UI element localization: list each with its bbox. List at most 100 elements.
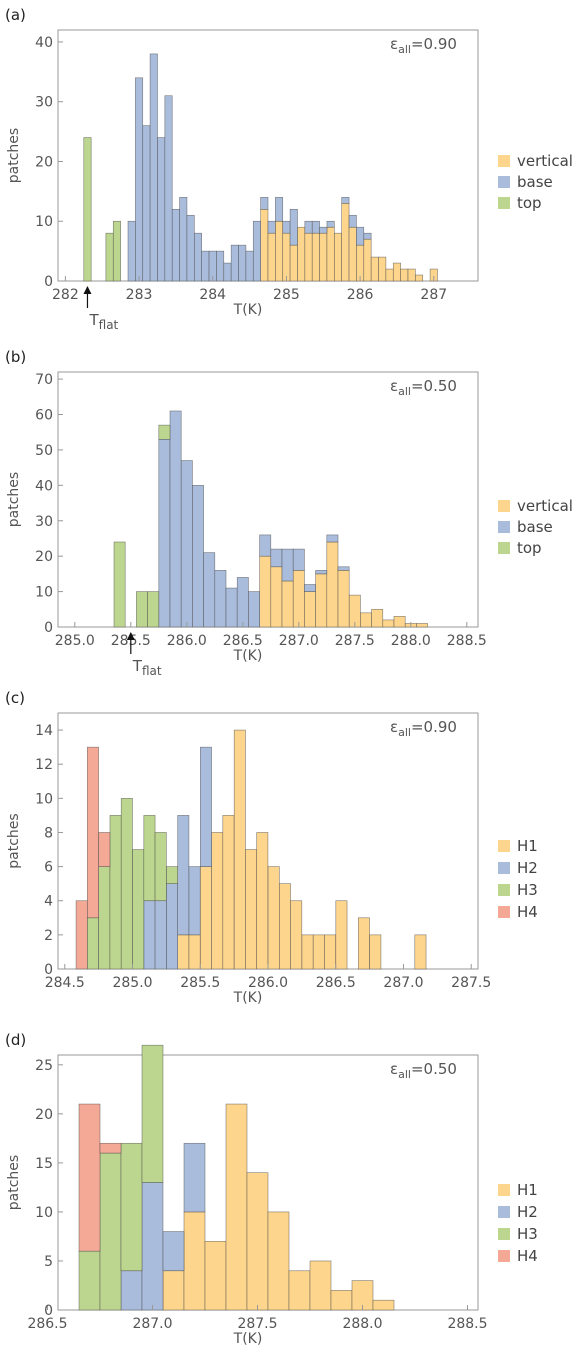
y-tick-label: 4: [44, 894, 53, 910]
y-axis-label: patches: [6, 813, 22, 868]
bar-H1: [369, 934, 382, 970]
bar-H2: [200, 746, 212, 867]
bar-base: [158, 438, 171, 628]
bar-base: [341, 197, 350, 204]
bar-H1: [279, 883, 291, 970]
bar-H1: [245, 849, 257, 970]
x-tick-label: 287.0: [383, 975, 423, 991]
bar-vertical: [356, 244, 365, 282]
bar-vertical: [267, 232, 276, 282]
epsilon-symbol: ε: [390, 718, 398, 736]
legend-label-base: base: [517, 173, 553, 191]
panel-b: (b)285.0 285.5 286.0 286.5 287.0 287.5 288.0 28…: [5, 348, 573, 678]
epsilon-annotation: εall=0.50: [390, 377, 457, 398]
y-tick-label: 60: [35, 408, 53, 424]
bar-H2: [141, 1182, 164, 1311]
bar-H3: [98, 866, 111, 970]
bar-base: [281, 548, 294, 582]
legend-swatch-top: [498, 542, 510, 554]
y-axis-label: patches: [6, 128, 22, 183]
x-tick-label: 286.0: [248, 975, 288, 991]
epsilon-value: =0.50: [411, 377, 457, 395]
x-tick-label: 286.0: [167, 633, 207, 649]
epsilon-subscript: all: [398, 43, 411, 56]
bar-vertical: [260, 208, 269, 282]
tflat-label: Tflat: [132, 657, 162, 678]
epsilon-value: =0.90: [411, 35, 457, 53]
legend-label-H2: H2: [517, 859, 538, 877]
x-tick-label: 286.5: [223, 633, 263, 649]
bar-vertical: [337, 570, 350, 628]
legend-label-H3: H3: [517, 881, 538, 899]
bar-H1: [200, 866, 212, 970]
panel-c: (c) 284.5 285.0 285.5 286.0 286.5 287.0 287.5 0 2…: [5, 689, 538, 1006]
bar-top: [113, 541, 126, 628]
y-tick-label: 12: [35, 757, 53, 773]
bar-base: [304, 584, 316, 592]
bar-base: [179, 197, 188, 282]
bar-base: [192, 485, 204, 628]
bar-vertical: [360, 612, 372, 628]
legend-swatch-H3: [498, 1228, 510, 1240]
legend-label-vertical: vertical: [517, 497, 573, 515]
legend-swatch-H4: [498, 1250, 510, 1262]
legend-label-H4: H4: [517, 1247, 538, 1265]
bar-H1: [256, 832, 269, 970]
bar-vertical: [281, 580, 294, 628]
bar-base: [214, 570, 227, 628]
bar-base: [311, 220, 320, 234]
bar-base: [356, 226, 365, 246]
tflat-arrow-head: [126, 632, 135, 640]
bar-base: [186, 214, 195, 282]
bar-base: [238, 244, 247, 282]
bar-H1: [222, 815, 235, 970]
bar-H3: [120, 798, 133, 970]
legend-label-H2: H2: [517, 1203, 538, 1221]
y-tick-label: 30: [35, 95, 53, 111]
bar-base: [326, 220, 335, 228]
y-tick-label: 0: [44, 620, 53, 636]
bar-H1: [301, 934, 314, 970]
y-tick-label: 0: [44, 1303, 53, 1319]
bar-base: [236, 577, 249, 628]
x-tick-label: 284.5: [45, 975, 85, 991]
epsilon-subscript: all: [398, 1068, 411, 1081]
bar-H1: [267, 1211, 290, 1311]
bar-vertical: [392, 262, 401, 282]
bar-H1: [288, 1270, 311, 1311]
x-tick-label: 285.5: [180, 975, 220, 991]
y-tick-label: 40: [35, 35, 53, 51]
x-tick-label: 287.5: [237, 1316, 277, 1332]
bar-H1: [183, 1211, 206, 1311]
bar-H3: [132, 849, 145, 970]
x-tick-label: 288.5: [447, 1316, 487, 1332]
x-tick-label: 286.5: [27, 1316, 67, 1332]
y-tick-label: 20: [35, 1107, 53, 1123]
bar-top: [83, 137, 92, 282]
bar-H1: [335, 900, 348, 970]
bar-base: [260, 197, 269, 210]
y-tick-label: 0: [44, 274, 53, 290]
tflat-subscript: flat: [99, 318, 119, 332]
bar-base: [363, 232, 372, 240]
bar-vertical: [363, 238, 372, 282]
bar-base: [248, 591, 260, 628]
epsilon-subscript: all: [398, 726, 411, 739]
x-tick-label: 287.5: [451, 975, 491, 991]
epsilon-symbol: ε: [390, 377, 398, 395]
bar-vertical: [385, 268, 394, 282]
x-tick-label: 285.0: [112, 975, 152, 991]
epsilon-symbol: ε: [390, 1060, 398, 1078]
y-tick-label: 5: [44, 1254, 53, 1270]
bar-base: [225, 587, 238, 628]
bar-vertical: [289, 244, 298, 282]
bar-vertical: [393, 616, 406, 628]
legend-label-vertical: vertical: [517, 152, 573, 170]
bar-vertical: [311, 232, 320, 282]
bar-top: [158, 424, 171, 440]
y-axis-label: patches: [6, 472, 22, 527]
bar-vertical: [334, 232, 342, 282]
bar-base: [289, 208, 298, 246]
bar-vertical: [400, 268, 409, 282]
bar-H2: [154, 900, 167, 970]
